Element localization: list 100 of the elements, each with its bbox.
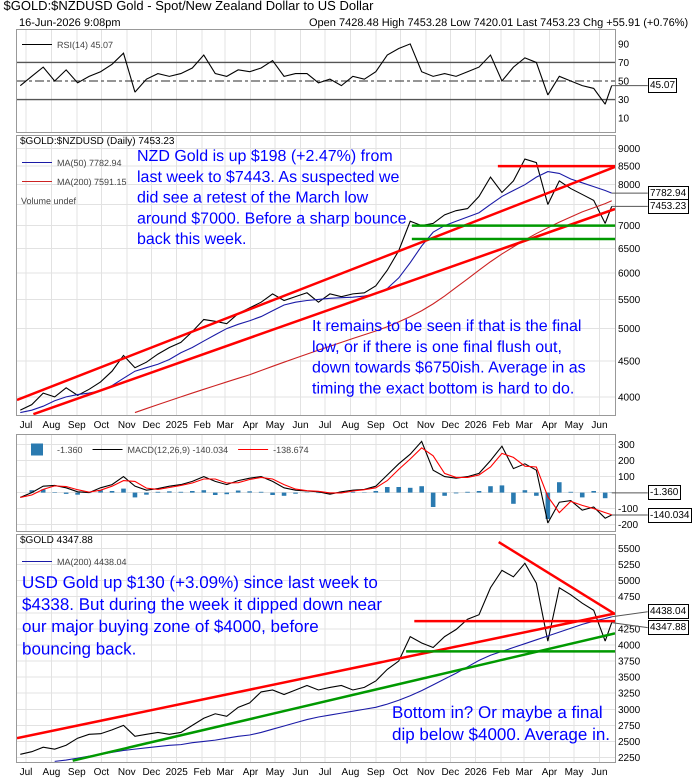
x-tick-label: Dec xyxy=(142,420,160,431)
legend-label: RSI(14) 45.07 xyxy=(57,40,114,50)
x-tick-label: Feb xyxy=(492,420,510,431)
annotation: Bottom in? Or maybe a final dip below $4000. Average in. xyxy=(392,703,610,744)
y-tick-label: 5500 xyxy=(618,294,641,306)
x-tick-label: May xyxy=(266,767,284,778)
x-tick-label: Jul xyxy=(20,420,32,431)
y-tick-label: 8500 xyxy=(618,162,641,173)
x-tick-label: Oct xyxy=(392,420,408,431)
x-tick-label: Mar xyxy=(216,420,234,431)
y-tick-label: 5500 xyxy=(618,544,641,555)
x-tick-label: Aug xyxy=(342,420,360,431)
x-tick-label: Dec xyxy=(441,767,460,778)
x-tick-label: Sep xyxy=(366,767,386,778)
x-tick-label: Mar xyxy=(515,767,534,778)
x-tick-label: Jun xyxy=(292,767,309,778)
y-tick-label: 3000 xyxy=(618,704,641,716)
x-tick-label: Jun xyxy=(292,420,309,431)
y-tick-label: 90 xyxy=(618,39,630,50)
y-tick-label: 2250 xyxy=(618,753,641,764)
x-tick-label: Jul xyxy=(20,767,32,778)
legend-label: -138.674 xyxy=(273,445,309,456)
x-tick-label: Jul xyxy=(318,420,332,431)
y-tick-label: 5000 xyxy=(618,324,641,336)
chart-title: $GOLD 4347.88 xyxy=(20,535,94,546)
y-tick-label: 4500 xyxy=(618,356,641,368)
y-tick-label: 3750 xyxy=(618,656,641,668)
x-tick-label: Dec xyxy=(142,767,160,778)
x-tick-label: Dec xyxy=(441,420,460,431)
y-tick-label: 6000 xyxy=(618,268,641,280)
y-tick-label: -100 xyxy=(618,504,638,516)
chart-title: $GOLD:$NZDUSD (Daily) 7453.23 xyxy=(20,136,175,147)
x-tick-label: Nov xyxy=(118,767,136,778)
x-tick-label: Sep xyxy=(366,420,386,431)
y-tick-label: 50 xyxy=(618,76,630,88)
x-tick-label: Aug xyxy=(342,767,360,778)
y-tick-label: 300 xyxy=(618,440,636,452)
x-tick-label: May xyxy=(564,420,584,431)
x-tick-label: Aug xyxy=(42,767,60,778)
y-tick-label: 6500 xyxy=(618,244,641,255)
y-tick-label: 2750 xyxy=(618,720,641,732)
text: Open 7428.48 High 7453.28 Low 7420.01 Last 7453.23 Chg +55.91 (+0.76%) xyxy=(309,17,688,29)
x-tick-label: May xyxy=(564,767,584,778)
annotation: 7782.94 xyxy=(650,188,687,199)
x-tick-label: Oct xyxy=(94,420,110,431)
x-tick-label: Sep xyxy=(68,767,86,778)
y-tick-label: 3250 xyxy=(618,688,641,700)
y-tick-label: -200 xyxy=(618,520,638,532)
x-tick-label: Oct xyxy=(392,767,408,778)
x-tick-label: Feb xyxy=(194,767,212,778)
chart-subtitle: 16-Jun-2026 9:08pm xyxy=(19,17,121,29)
x-tick-label: Feb xyxy=(194,420,212,431)
y-tick-label: 4000 xyxy=(618,392,641,404)
y-tick-label: 4000 xyxy=(618,640,641,652)
legend-label: MACD(12,26,9) -140.034 xyxy=(128,445,228,456)
x-tick-label: Feb xyxy=(492,767,510,778)
x-tick-label: Mar xyxy=(515,420,534,431)
x-tick-label: Sep xyxy=(68,420,86,431)
annotation: -1.360 xyxy=(650,487,679,498)
y-tick-label: 8000 xyxy=(618,180,641,192)
annotation: USD Gold up $130 (+3.09%) since last week to $4338. But during the week it dipped down near our major buying zone of $4000, before bouncing back. xyxy=(22,573,382,658)
y-tick-label: 100 xyxy=(618,472,636,484)
x-tick-label: 2025 xyxy=(166,767,188,778)
y-tick-label: 70 xyxy=(618,58,630,69)
x-tick-label: Jun xyxy=(591,420,608,431)
y-tick-label: 5250 xyxy=(618,560,641,572)
x-tick-label: 2026 xyxy=(464,420,488,431)
annotation: 45.07 xyxy=(650,80,676,91)
x-tick-label: Jul xyxy=(318,767,332,778)
x-tick-label: May xyxy=(266,420,284,431)
y-tick-label: 10 xyxy=(618,114,630,125)
annotation: 4347.88 xyxy=(650,622,687,633)
y-tick-label: 4750 xyxy=(618,592,641,604)
annotation: -140.034 xyxy=(650,510,690,521)
x-tick-label: Apr xyxy=(542,767,558,778)
x-tick-label: Apr xyxy=(242,767,259,778)
x-tick-label: Nov xyxy=(118,420,136,431)
annotation: Volume undef xyxy=(21,196,77,206)
y-tick-label: 5000 xyxy=(618,576,641,588)
x-tick-label: Oct xyxy=(94,767,110,778)
y-tick-label: 4250 xyxy=(618,624,641,636)
annotation: NZD Gold is up $198 (+2.47%) from last week to $7443. As suspected we did see a retest of the March low around $7000. Before a sharp bounce back this week. xyxy=(137,148,407,248)
x-tick-label: Jun xyxy=(591,767,608,778)
x-tick-label: Nov xyxy=(416,420,435,431)
y-tick-label: 7000 xyxy=(618,221,641,232)
x-tick-label: Apr xyxy=(542,420,558,431)
x-tick-label: 2026 xyxy=(464,767,488,778)
y-tick-label: 9000 xyxy=(618,144,641,156)
annotation: 7453.23 xyxy=(650,201,687,212)
annotation: 4438.04 xyxy=(650,606,687,617)
x-tick-label: Nov xyxy=(416,767,435,778)
x-tick-label: Mar xyxy=(216,767,234,778)
legend-label: MA(200) 4438.04 xyxy=(57,557,127,568)
legend-label: MA(200) 7591.15 xyxy=(57,177,127,188)
legend-label: -1.360 xyxy=(57,445,83,456)
chart-title: $GOLD:$NZDUSD Gold - Spot/New Zealand Dollar to US Dollar xyxy=(4,0,374,14)
y-tick-label: 2500 xyxy=(618,736,641,748)
x-tick-label: 2025 xyxy=(166,420,188,431)
legend-label: MA(50) 7782.94 xyxy=(57,158,122,168)
x-tick-label: Apr xyxy=(242,420,259,431)
